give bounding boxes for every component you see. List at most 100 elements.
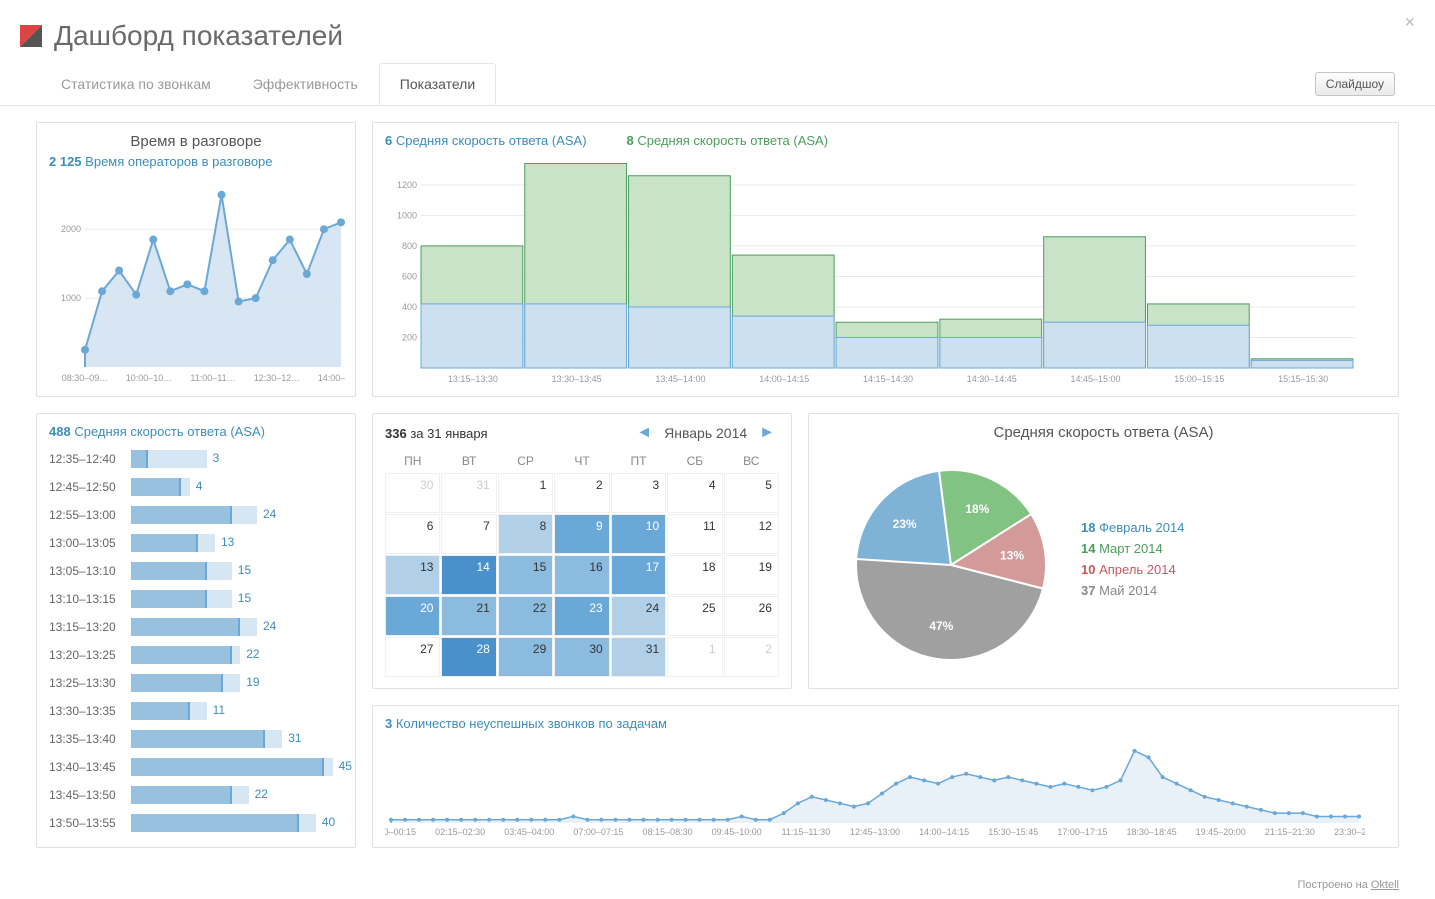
calendar-dow: ВС <box>724 450 779 472</box>
asa-bar-chart: 2004006008001000120013:15–13:3013:30–13:… <box>385 158 1365 386</box>
svg-text:03:45–04:00: 03:45–04:00 <box>504 827 554 837</box>
calendar-dow: ЧТ <box>554 450 609 472</box>
calendar-cell[interactable]: 1 <box>498 473 553 513</box>
hbar-row: 13:00–13:0513 <box>49 529 343 557</box>
calendar-cell[interactable]: 4 <box>667 473 722 513</box>
svg-text:13:45–14:00: 13:45–14:00 <box>655 374 705 384</box>
calendar-cell[interactable]: 27 <box>385 637 440 677</box>
calendar-cell[interactable]: 18 <box>667 555 722 595</box>
calendar-cell[interactable]: 15 <box>498 555 553 595</box>
svg-text:13:15–13:30: 13:15–13:30 <box>448 374 498 384</box>
svg-text:47%: 47% <box>929 619 953 633</box>
svg-text:02:15–02:30: 02:15–02:30 <box>435 827 485 837</box>
panel-pie: Средняя скорость ответа (ASA) 23%18%13%4… <box>808 413 1399 689</box>
calendar-cell[interactable]: 25 <box>667 596 722 636</box>
calendar-prev[interactable]: ◄ <box>632 424 656 442</box>
calendar-cell[interactable]: 30 <box>385 473 440 513</box>
hbar-row: 13:25–13:3019 <box>49 669 343 697</box>
svg-text:09:45–10:00: 09:45–10:00 <box>712 827 762 837</box>
calendar-cell[interactable]: 22 <box>498 596 553 636</box>
svg-text:15:30–15:45: 15:30–15:45 <box>988 827 1038 837</box>
calendar-cell[interactable]: 21 <box>441 596 496 636</box>
svg-text:18%: 18% <box>965 502 989 516</box>
calendar-cell[interactable]: 11 <box>667 514 722 554</box>
talk-time-title: Время в разговоре <box>49 133 343 150</box>
calendar-cell[interactable]: 1 <box>667 637 722 677</box>
calendar-dow: ПН <box>385 450 440 472</box>
calendar-cell[interactable]: 2 <box>554 473 609 513</box>
svg-text:12:45–13:00: 12:45–13:00 <box>850 827 900 837</box>
calendar-dow: СБ <box>667 450 722 472</box>
svg-text:00:00–00:15: 00:00–00:15 <box>385 827 416 837</box>
calendar-count: 336 <box>385 426 407 441</box>
tab-1[interactable]: Эффективность <box>232 63 379 104</box>
panel-hbars: 488 Средняя скорость ответа (ASA) 12:35–… <box>36 413 356 848</box>
calendar-cell[interactable]: 6 <box>385 514 440 554</box>
footer-link[interactable]: Oktell <box>1371 879 1399 891</box>
calendar-cell[interactable]: 20 <box>385 596 440 636</box>
svg-text:1000: 1000 <box>61 293 81 303</box>
svg-text:19:45–20:00: 19:45–20:00 <box>1196 827 1246 837</box>
calendar-cell[interactable]: 29 <box>498 637 553 677</box>
failed-legend: 3 Количество неуспешных звонков по задач… <box>385 716 1386 731</box>
calendar-cell[interactable]: 24 <box>611 596 666 636</box>
slideshow-button[interactable]: Слайдшоу <box>1315 72 1395 96</box>
hbar-row: 13:15–13:2024 <box>49 613 343 641</box>
svg-text:10:00–10…: 10:00–10… <box>126 373 173 383</box>
svg-text:14:00–14…: 14:00–14… <box>318 373 345 383</box>
calendar-cell[interactable]: 23 <box>554 596 609 636</box>
svg-text:14:45–15:00: 14:45–15:00 <box>1071 374 1121 384</box>
calendar-cell[interactable]: 14 <box>441 555 496 595</box>
svg-text:1200: 1200 <box>397 180 417 190</box>
calendar-cell[interactable]: 16 <box>554 555 609 595</box>
calendar-cell[interactable]: 3 <box>611 473 666 513</box>
calendar-cell[interactable]: 31 <box>441 473 496 513</box>
tab-0[interactable]: Статистика по звонкам <box>40 63 232 104</box>
calendar-next[interactable]: ► <box>755 424 779 442</box>
calendar-cell[interactable]: 8 <box>498 514 553 554</box>
svg-text:14:00–14:15: 14:00–14:15 <box>919 827 969 837</box>
calendar-cell[interactable]: 7 <box>441 514 496 554</box>
svg-text:2000: 2000 <box>61 224 81 234</box>
close-icon[interactable]: × <box>1404 12 1415 33</box>
svg-text:14:30–14:45: 14:30–14:45 <box>967 374 1017 384</box>
calendar-cell[interactable]: 28 <box>441 637 496 677</box>
pie-title: Средняя скорость ответа (ASA) <box>821 424 1386 441</box>
svg-text:200: 200 <box>402 332 417 342</box>
calendar-cell[interactable]: 31 <box>611 637 666 677</box>
svg-text:12:30–12…: 12:30–12… <box>254 373 301 383</box>
calendar-cell[interactable]: 2 <box>724 637 779 677</box>
svg-text:13:30–13:45: 13:30–13:45 <box>552 374 602 384</box>
calendar-cell[interactable]: 30 <box>554 637 609 677</box>
hbar-row: 13:35–13:4031 <box>49 725 343 753</box>
hbar-row: 13:40–13:4545 <box>49 753 343 781</box>
calendar-cell[interactable]: 5 <box>724 473 779 513</box>
calendar-dow: ПТ <box>611 450 666 472</box>
talk-time-chart: 1000200008:30–09…10:00–10…11:00–11…12:30… <box>49 175 345 385</box>
tab-2[interactable]: Показатели <box>379 63 496 105</box>
header: Дашборд показателей × <box>0 0 1435 62</box>
calendar-cell[interactable]: 13 <box>385 555 440 595</box>
svg-text:17:00–17:15: 17:00–17:15 <box>1057 827 1107 837</box>
talk-time-legend: 2 125 Время операторов в разговоре <box>49 154 343 169</box>
svg-text:14:15–14:30: 14:15–14:30 <box>863 374 913 384</box>
asa-legend-green: 8 Средняя скорость ответа (ASA) <box>627 133 829 148</box>
calendar-cell[interactable]: 17 <box>611 555 666 595</box>
hbars-legend: 488 Средняя скорость ответа (ASA) <box>49 424 343 439</box>
pie-chart: 23%18%13%47% <box>821 445 1081 675</box>
calendar-cell[interactable]: 19 <box>724 555 779 595</box>
calendar-cell[interactable]: 26 <box>724 596 779 636</box>
hbar-row: 13:10–13:1515 <box>49 585 343 613</box>
svg-text:11:00–11…: 11:00–11… <box>190 373 235 383</box>
calendar-dow: СР <box>498 450 553 472</box>
calendar-cell[interactable]: 10 <box>611 514 666 554</box>
panel-asa-bars: 6 Средняя скорость ответа (ASA) 8 Средня… <box>372 122 1399 397</box>
logo-icon <box>20 25 42 47</box>
hbar-row: 12:35–12:403 <box>49 445 343 473</box>
calendar-cell[interactable]: 12 <box>724 514 779 554</box>
hbar-row: 13:45–13:5022 <box>49 781 343 809</box>
asa-legend-blue: 6 Средняя скорость ответа (ASA) <box>385 133 587 148</box>
svg-text:07:00–07:15: 07:00–07:15 <box>573 827 623 837</box>
calendar-cell[interactable]: 9 <box>554 514 609 554</box>
svg-text:08:15–08:30: 08:15–08:30 <box>643 827 693 837</box>
